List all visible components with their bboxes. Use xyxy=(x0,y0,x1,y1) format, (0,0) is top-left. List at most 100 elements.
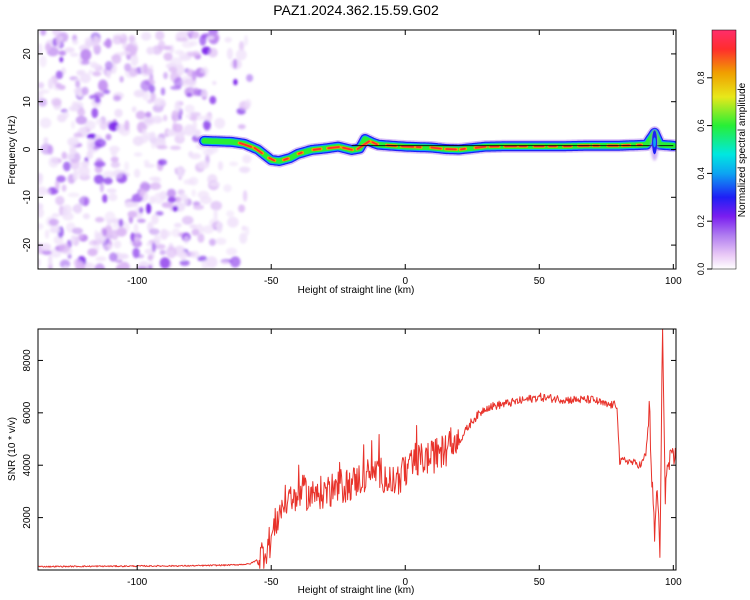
noise-blob xyxy=(170,85,182,90)
noise-blob xyxy=(163,72,168,80)
noise-blob xyxy=(92,239,103,245)
noise-blob xyxy=(205,115,213,122)
noise-blob xyxy=(45,43,51,52)
noise-blob xyxy=(70,158,80,170)
noise-blob xyxy=(109,252,118,262)
y-tick-label: -20 xyxy=(22,237,33,252)
spectrogram-x-label: Height of straight line (km) xyxy=(298,285,415,296)
noise-blob xyxy=(115,263,125,269)
noise-blob xyxy=(229,161,239,167)
noise-blob xyxy=(113,95,122,102)
noise-blob xyxy=(77,90,84,98)
noise-blob xyxy=(38,98,48,107)
x-tick-label: -100 xyxy=(127,276,147,287)
noise-blob xyxy=(143,159,150,166)
noise-blob xyxy=(191,228,200,236)
noise-blob xyxy=(56,175,66,183)
noise-blob xyxy=(196,115,206,121)
noise-blob xyxy=(116,227,127,237)
noise-blob xyxy=(154,117,163,123)
noise-blob xyxy=(91,34,100,47)
y-tick-label: 4000 xyxy=(22,454,33,477)
noise-blob xyxy=(132,247,140,259)
noise-blob xyxy=(206,35,215,40)
noise-blob xyxy=(193,204,204,210)
noise-blob xyxy=(52,30,61,37)
noise-blob xyxy=(55,195,65,206)
noise-blob xyxy=(51,213,60,218)
noise-blob xyxy=(200,196,212,204)
noise-blob xyxy=(174,100,181,113)
noise-blob xyxy=(67,137,79,147)
noise-blob xyxy=(158,40,166,51)
noise-blob xyxy=(112,169,124,179)
noise-blob xyxy=(173,222,182,228)
noise-blob xyxy=(243,169,248,174)
noise-blob xyxy=(76,69,86,74)
noise-blob xyxy=(110,218,121,224)
noise-blob xyxy=(86,138,95,151)
noise-blob xyxy=(163,114,168,122)
noise-blob xyxy=(185,113,192,119)
noise-blob xyxy=(55,34,60,46)
noise-blob xyxy=(110,156,119,163)
noise-blob xyxy=(239,232,248,244)
noise-blob xyxy=(59,56,64,63)
signal-peak xyxy=(342,146,353,151)
noise-blob xyxy=(87,248,98,257)
noise-blob xyxy=(237,124,246,130)
noise-blob xyxy=(131,106,137,113)
colorbar-label: Normalized spectral amplitude xyxy=(737,82,748,217)
noise-blob xyxy=(82,213,90,220)
noise-blob xyxy=(47,144,54,155)
x-tick-label: -50 xyxy=(264,577,279,588)
noise-blob xyxy=(244,98,252,108)
noise-blob xyxy=(227,216,239,228)
noise-blob xyxy=(71,227,84,235)
noise-blob xyxy=(245,226,250,236)
signal-peak xyxy=(430,146,442,150)
noise-blob xyxy=(170,57,182,68)
noise-blob xyxy=(189,115,198,121)
chart-title: PAZ1.2024.362.15.59.G02 xyxy=(273,2,439,18)
noise-blob xyxy=(38,258,41,267)
noise-blob xyxy=(93,174,105,185)
noise-blob xyxy=(38,207,44,218)
signal-peak xyxy=(297,151,303,155)
noise-blob xyxy=(147,254,153,261)
noise-blob xyxy=(214,117,226,129)
noise-blob xyxy=(160,87,166,96)
noise-blob xyxy=(161,202,173,208)
noise-blob xyxy=(189,112,201,117)
noise-blob xyxy=(167,196,177,203)
noise-blob xyxy=(86,150,94,160)
noise-blob xyxy=(48,218,59,226)
noise-blob xyxy=(40,30,47,36)
x-tick-label: 50 xyxy=(534,276,546,287)
noise-blob xyxy=(62,206,68,217)
noise-blob xyxy=(156,145,168,150)
noise-blob xyxy=(184,104,195,114)
spectrogram-signal-track xyxy=(197,126,676,168)
noise-blob xyxy=(84,120,96,131)
noise-blob xyxy=(102,243,113,251)
noise-blob xyxy=(71,120,75,129)
noise-blob xyxy=(199,68,209,74)
noise-blob xyxy=(190,250,200,259)
x-tick-label: -50 xyxy=(264,276,279,287)
noise-blob xyxy=(119,76,124,83)
noise-blob xyxy=(48,156,59,168)
colorbar-gradient xyxy=(711,29,737,270)
noise-blob xyxy=(149,131,157,143)
noise-blob xyxy=(51,97,62,107)
signal-peak xyxy=(460,147,466,151)
noise-blob xyxy=(224,37,232,43)
noise-blob xyxy=(159,249,166,256)
noise-blob xyxy=(47,78,54,90)
noise-blob xyxy=(151,242,157,253)
noise-blob xyxy=(112,222,120,229)
noise-blob xyxy=(110,161,121,168)
noise-blob xyxy=(75,261,86,269)
noise-blob xyxy=(88,70,94,75)
noise-blob xyxy=(179,260,190,266)
